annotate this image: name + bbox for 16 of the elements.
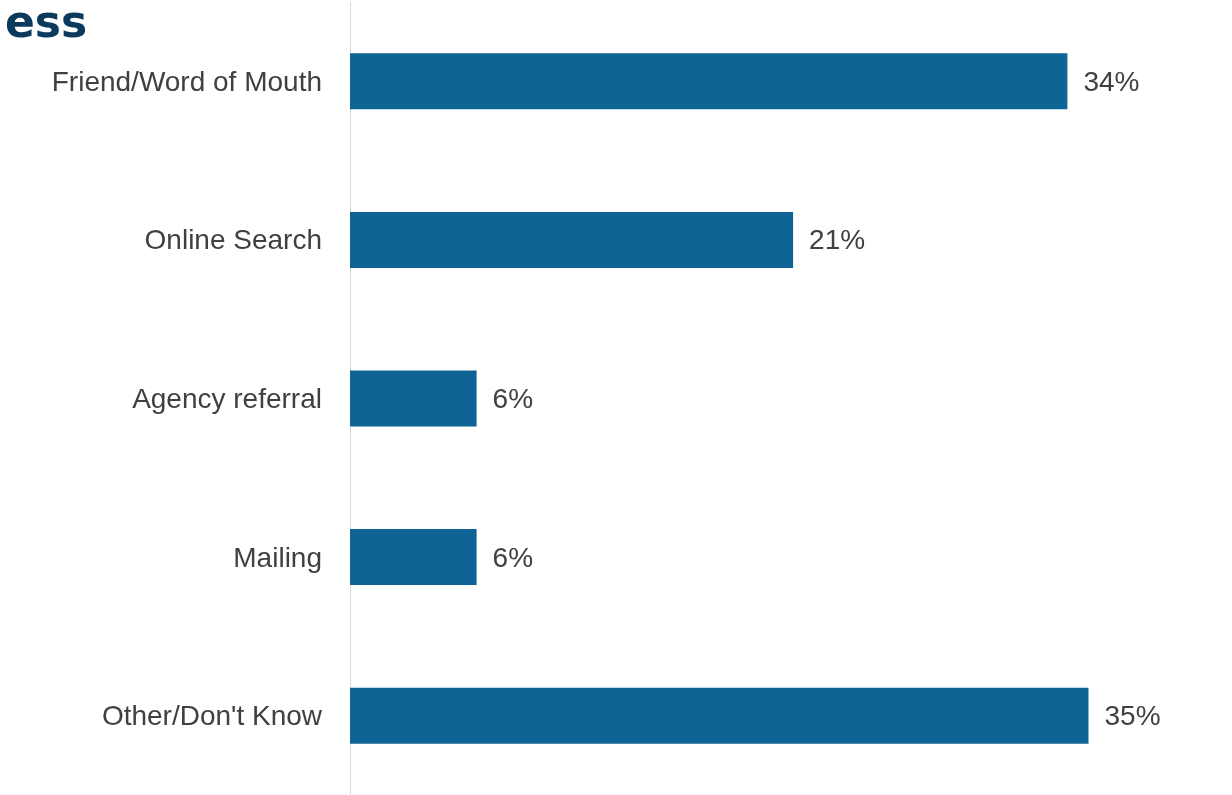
data-label: 6% [492,541,534,573]
bar [350,370,477,427]
data-label: 35% [1104,700,1161,732]
bar [350,53,1068,110]
bar [350,687,1089,744]
y-tick-label: Mailing [233,541,322,573]
bar [350,529,477,586]
chart-title: ess [5,0,88,47]
y-tick-label: Other/Don't Know [101,700,323,732]
y-tick-label: Online Search [144,224,322,256]
data-label: 6% [492,383,534,414]
data-label: 21% [809,224,866,256]
y-tick-label: Friend/Word of Mouth [51,65,322,97]
y-tick-label: Agency referral [132,383,322,414]
data-label: 34% [1083,65,1140,97]
bar [350,211,794,268]
